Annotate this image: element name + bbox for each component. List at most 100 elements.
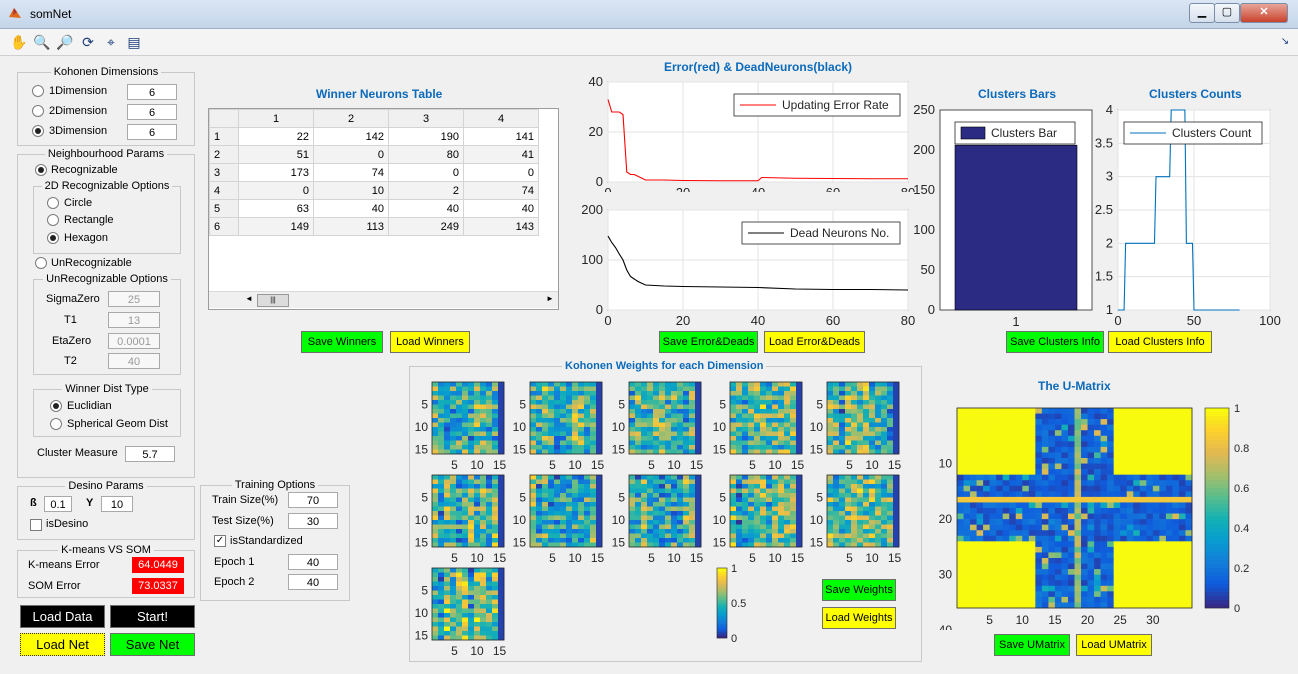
umatrix-cell <box>1139 535 1147 542</box>
table-row[interactable]: 3 173 74 0 0 <box>209 163 539 182</box>
insert-legend-icon[interactable]: ▤ <box>127 34 141 50</box>
radio-3dimension[interactable] <box>32 125 44 137</box>
umatrix-cell <box>1159 419 1167 425</box>
save-error-deads-button[interactable]: Save Error&Deads <box>659 331 758 353</box>
scroll-left-icon[interactable]: ◄ <box>245 294 253 303</box>
umatrix-cell <box>1133 513 1141 520</box>
umatrix-cell <box>1159 596 1167 603</box>
start-button[interactable]: Start! <box>110 605 195 628</box>
dock-arrow-icon[interactable]: ↘ <box>1280 36 1290 47</box>
data-cursor-icon[interactable]: ⌖ <box>107 34 115 50</box>
umatrix-cell <box>1146 563 1154 570</box>
zoom-in-icon[interactable]: 🔍 <box>33 34 51 50</box>
radio-spherical[interactable] <box>50 418 62 430</box>
load-net-button[interactable]: Load Net <box>20 633 105 656</box>
load-winners-button[interactable]: Load Winners <box>390 331 470 353</box>
radio-2dimension[interactable] <box>32 105 44 117</box>
save-clusters-button[interactable]: Save Clusters Info <box>1006 331 1104 353</box>
load-error-deads-button[interactable]: Load Error&Deads <box>764 331 865 353</box>
umatrix-cell <box>1120 419 1128 425</box>
input-epoch1[interactable]: 40 <box>288 554 338 570</box>
umatrix-cell <box>989 580 997 587</box>
umatrix-cell <box>1107 558 1114 564</box>
save-net-button[interactable]: Save Net <box>110 633 195 656</box>
input-test-size[interactable]: 30 <box>288 513 338 529</box>
table-row[interactable]: 2 51 0 80 41 <box>209 145 539 164</box>
umatrix-cell <box>1041 458 1049 464</box>
umatrix-cell <box>1094 552 1101 559</box>
umatrix-cell <box>1002 485 1010 492</box>
radio-euclidian[interactable] <box>50 400 62 412</box>
colorbar-cell <box>717 632 727 635</box>
umatrix-cell <box>1120 463 1128 470</box>
umatrix-cell <box>1100 541 1108 548</box>
umatrix-cell <box>1002 435 1010 442</box>
umatrix-cell <box>1054 574 1062 581</box>
save-weights-button[interactable]: Save Weights <box>822 579 896 601</box>
radio-rectangle[interactable] <box>47 214 59 226</box>
umatrix-cell <box>1081 591 1088 598</box>
umatrix-cell <box>989 585 997 592</box>
umatrix-cell <box>1165 535 1173 542</box>
input-1dimension[interactable]: 6 <box>127 84 177 100</box>
table-row[interactable]: 6 149 113 249 143 <box>209 217 539 236</box>
umatrix-cell <box>976 513 984 520</box>
input-t2[interactable]: 40 <box>108 353 160 369</box>
radio-hexagon[interactable] <box>47 232 59 244</box>
umatrix-cell <box>1009 546 1017 553</box>
input-sigmazero[interactable]: 25 <box>108 291 160 307</box>
input-cluster-measure[interactable]: 5.7 <box>125 446 175 462</box>
load-weights-button[interactable]: Load Weights <box>822 607 896 629</box>
umatrix-cell <box>1159 574 1167 581</box>
radio-circle[interactable] <box>47 197 59 209</box>
input-epoch2[interactable]: 40 <box>288 574 338 590</box>
input-etazero[interactable]: 0.0001 <box>108 333 160 349</box>
input-2dimension[interactable]: 6 <box>127 104 177 120</box>
umatrix-cell <box>1100 591 1108 598</box>
radio-recognizable[interactable] <box>35 164 47 176</box>
checkbox-isdesino[interactable] <box>30 519 42 531</box>
close-button[interactable]: ✕ <box>1240 3 1288 23</box>
umatrix-cell <box>1002 458 1010 464</box>
scroll-right-icon[interactable]: ► <box>546 294 554 303</box>
input-t1[interactable]: 13 <box>108 312 160 328</box>
input-train-size[interactable]: 70 <box>288 492 338 508</box>
umatrix-cell <box>1087 419 1095 425</box>
horizontal-scrollbar[interactable]: ◄ ||| ► <box>209 291 558 308</box>
zoom-out-icon[interactable]: 🔎 <box>56 34 74 50</box>
colorbar-cell <box>1205 424 1229 429</box>
rotate-icon[interactable]: ⟳ <box>82 34 94 50</box>
umatrix-cell <box>1133 408 1141 414</box>
umatrix-cell <box>1107 546 1114 553</box>
umatrix-cell <box>1041 502 1049 509</box>
radio-1dimension[interactable] <box>32 85 44 97</box>
colorbar-cell <box>1205 444 1229 449</box>
table-row[interactable]: 4 0 10 2 74 <box>209 181 539 200</box>
load-umatrix-button[interactable]: Load UMatrix <box>1076 634 1152 656</box>
input-gamma[interactable]: 10 <box>101 496 133 512</box>
umatrix-cell <box>963 530 971 537</box>
load-data-button[interactable]: Load Data <box>20 605 105 628</box>
load-clusters-button[interactable]: Load Clusters Info <box>1108 331 1212 353</box>
minimize-button[interactable]: ▁ <box>1189 3 1215 23</box>
save-umatrix-button[interactable]: Save UMatrix <box>994 634 1070 656</box>
table-row[interactable]: 1 22 142 190 141 <box>209 127 539 146</box>
umatrix-cell <box>1048 602 1056 609</box>
radio-unrecognizable[interactable] <box>35 257 47 269</box>
colorbar-cell <box>1205 448 1229 453</box>
label-rectangle: Rectangle <box>64 214 114 226</box>
save-winners-button[interactable]: Save Winners <box>301 331 383 353</box>
scroll-thumb[interactable]: ||| <box>257 294 289 307</box>
checkbox-isstandardized[interactable]: ✓ <box>214 535 226 547</box>
umatrix-cell <box>1113 596 1121 603</box>
umatrix-cell <box>957 502 964 509</box>
input-3dimension[interactable]: 6 <box>127 124 177 140</box>
table-row[interactable]: 5 63 40 40 40 <box>209 199 539 218</box>
maximize-button[interactable]: ▢ <box>1214 3 1240 23</box>
umatrix-cell <box>1041 508 1049 514</box>
pan-hand-icon[interactable]: ✋ <box>10 34 28 50</box>
input-beta[interactable]: 0.1 <box>44 496 72 512</box>
umatrix-cell <box>1139 419 1147 425</box>
umatrix-cell <box>1139 596 1147 603</box>
